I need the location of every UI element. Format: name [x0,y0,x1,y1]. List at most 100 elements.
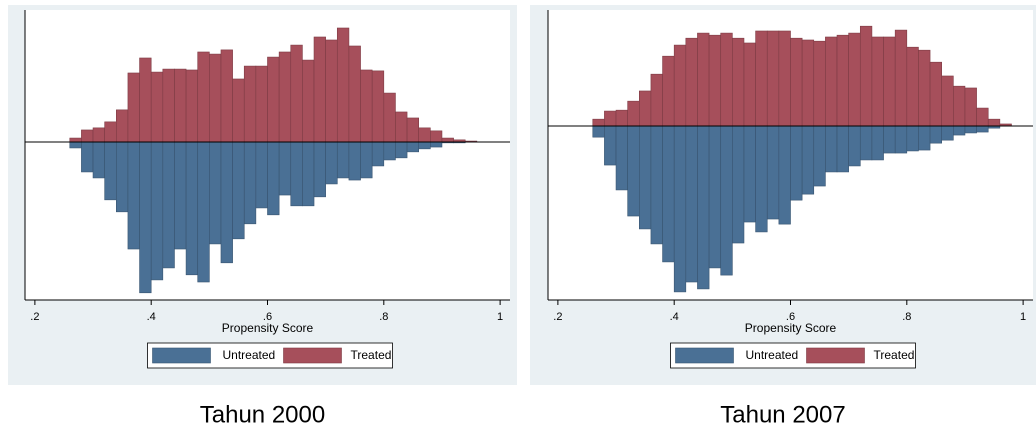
bar [441,137,454,143]
bar [150,71,164,143]
x-tick-label: 1 [497,311,503,323]
bar [964,125,977,134]
bar [766,30,780,127]
x-tick-label: .8 [902,311,911,323]
bar [825,36,838,127]
bar [755,125,768,233]
bar [395,141,408,159]
bar [336,141,350,179]
bar [615,125,628,191]
bar [104,121,117,143]
bar [813,40,826,127]
bar [139,141,152,294]
legend-swatch [152,347,211,364]
bar [859,125,873,161]
bar [778,30,791,127]
bar [766,125,780,220]
bar [964,87,977,127]
bar [883,125,896,154]
bar [662,55,675,127]
bar [906,46,919,127]
bar [941,125,954,141]
bar [290,141,303,207]
bar [894,29,908,127]
bar [650,125,663,245]
bar [708,125,722,269]
x-tick-label: .6 [263,311,272,323]
bar [290,44,303,143]
bar [790,37,803,127]
x-tick-label: .4 [670,311,679,323]
bar [383,141,396,161]
bar [185,69,199,143]
bar [336,27,350,143]
bar [116,141,129,213]
x-tick-label: .4 [147,311,156,323]
bar [278,141,292,196]
bar [174,141,187,250]
legend-label: Treated [874,348,915,362]
bar [150,141,164,281]
bar [174,68,187,143]
x-axis-title: Propensity Score [745,321,837,335]
bar [267,141,280,216]
bar [348,141,361,181]
bar [243,141,257,225]
bar [929,125,942,144]
bar [69,137,82,143]
bar [243,65,257,143]
legend-swatch [806,347,865,364]
bar [185,141,199,276]
bar [383,92,396,143]
legend-label: Untreated [746,348,799,362]
bar [627,125,640,217]
bar [313,36,326,143]
bar [859,25,873,127]
bar [848,32,861,127]
bar [116,109,129,143]
bar [650,73,663,127]
bar [209,141,222,245]
bar [848,125,861,167]
bar [720,125,733,276]
x-tick-label: .2 [553,311,562,323]
bar [325,39,338,143]
bar [232,141,245,240]
bar [732,125,745,244]
bar [918,125,931,151]
bar [673,125,687,293]
bar [348,45,361,143]
bar [743,42,756,127]
bar [430,141,443,148]
bar [894,125,908,154]
x-tick-label: .8 [379,311,388,323]
bar [418,141,431,150]
bar [92,127,105,143]
bar [720,32,733,127]
bar [406,141,419,153]
bar [697,32,710,127]
bar [592,125,605,138]
legend-swatch [283,347,342,364]
bar [918,49,931,127]
bar [778,125,791,225]
legend-swatch [675,347,734,364]
bar [755,30,768,127]
bar [592,118,605,127]
bar [127,141,140,250]
bar [395,111,408,143]
bar [929,61,942,127]
legend-label: Untreated [223,348,276,362]
bar [743,125,756,223]
chart-title: Tahun 2007 [720,401,845,428]
bar [418,127,431,143]
bar [104,141,117,201]
bar [673,44,687,127]
bar [162,68,175,143]
bar [976,107,989,127]
bar [953,85,966,127]
bar [871,36,884,127]
bar [813,125,826,187]
bar [92,141,105,179]
